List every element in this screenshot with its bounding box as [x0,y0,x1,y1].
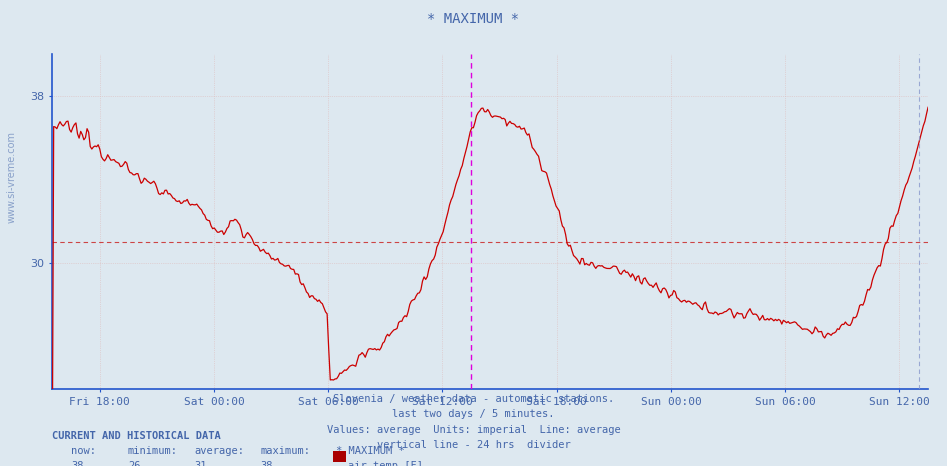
Text: vertical line - 24 hrs  divider: vertical line - 24 hrs divider [377,440,570,450]
Text: now:: now: [71,446,96,456]
Text: average:: average: [194,446,244,456]
Text: * MAXIMUM *: * MAXIMUM * [336,446,405,456]
Text: 26: 26 [128,461,140,466]
Text: CURRENT AND HISTORICAL DATA: CURRENT AND HISTORICAL DATA [52,431,221,441]
Text: www.si-vreme.com: www.si-vreme.com [7,131,16,223]
Text: Slovenia / weather data - automatic stations.: Slovenia / weather data - automatic stat… [333,394,614,404]
Text: last two days / 5 minutes.: last two days / 5 minutes. [392,409,555,419]
Text: 38: 38 [260,461,273,466]
Text: 31: 31 [194,461,206,466]
Text: air temp.[F]: air temp.[F] [348,461,423,466]
Text: maximum:: maximum: [260,446,311,456]
Text: Values: average  Units: imperial  Line: average: Values: average Units: imperial Line: av… [327,425,620,434]
Text: minimum:: minimum: [128,446,178,456]
Text: 38: 38 [71,461,83,466]
Text: * MAXIMUM *: * MAXIMUM * [427,12,520,26]
